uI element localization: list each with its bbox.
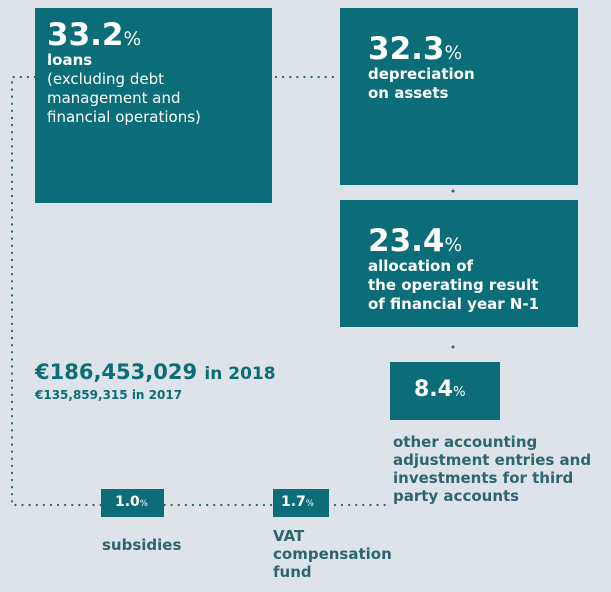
dot — [451, 345, 455, 349]
label-line: allocation of — [368, 257, 474, 275]
note-line: (excluding debt — [47, 70, 164, 88]
value-box: 32.3% depreciation on assets — [340, 8, 578, 185]
label-line: the operating result — [368, 276, 539, 294]
label-line: depreciation — [368, 65, 475, 83]
total: €186,453,029 in 2018 — [35, 360, 276, 384]
note-line: financial operations) — [47, 108, 201, 126]
value: 8.4 — [414, 377, 453, 402]
value-box: 1.0% — [101, 489, 164, 517]
note-line: management and — [47, 89, 181, 107]
value-box: 8.4% — [390, 362, 500, 420]
percentage: 1.7% — [281, 495, 321, 509]
previous: €135,859,315 in 2017 — [35, 388, 182, 402]
value: 33.2 — [47, 17, 124, 53]
total-amount: €186,453,029 — [35, 360, 198, 384]
previous-year: in 2017 — [131, 388, 183, 402]
total-year: in 2018 — [204, 364, 276, 384]
value: 23.4 — [368, 223, 445, 259]
label-line: party accounts — [393, 487, 520, 505]
value: 1.0 — [115, 494, 140, 510]
unit: % — [444, 235, 463, 256]
value-box: 23.4% allocation of the operating result of… — [340, 200, 578, 327]
label-line: loans — [47, 51, 93, 69]
item-label: other accounting adjustment entries and in… — [393, 433, 591, 505]
percentage: 23.4% — [368, 226, 550, 257]
label-line: VAT — [273, 527, 305, 545]
label-line: adjustment entries and — [393, 451, 592, 469]
percentage: 32.3% — [368, 34, 550, 65]
value-box: 33.2% loans (excluding debt management and f… — [35, 8, 272, 203]
dot — [451, 189, 455, 193]
previous-amount: €135,859,315 — [35, 388, 128, 402]
percentage: 8.4% — [414, 379, 476, 401]
label-line: fund — [273, 563, 312, 581]
label-line: investments for third — [393, 469, 574, 487]
label-line: compensation — [273, 545, 392, 563]
percentage: 1.0% — [115, 495, 150, 509]
label-line: subsidies — [102, 536, 182, 554]
unit: % — [452, 385, 466, 400]
unit: % — [444, 43, 463, 64]
unit: % — [305, 498, 314, 508]
label-line: other accounting — [393, 433, 538, 451]
percentage: 33.2% — [47, 20, 260, 51]
item-label: VAT compensation fund — [273, 527, 392, 581]
value-box: 1.7% — [273, 489, 329, 517]
dotted-line — [10, 75, 392, 507]
value: 32.3 — [368, 31, 445, 67]
unit: % — [139, 498, 148, 508]
label-line: on assets — [368, 84, 449, 102]
value: 1.7 — [281, 494, 306, 510]
label-line: of financial year N-1 — [368, 295, 540, 313]
unit: % — [123, 29, 142, 50]
item-label: subsidies — [102, 536, 181, 554]
